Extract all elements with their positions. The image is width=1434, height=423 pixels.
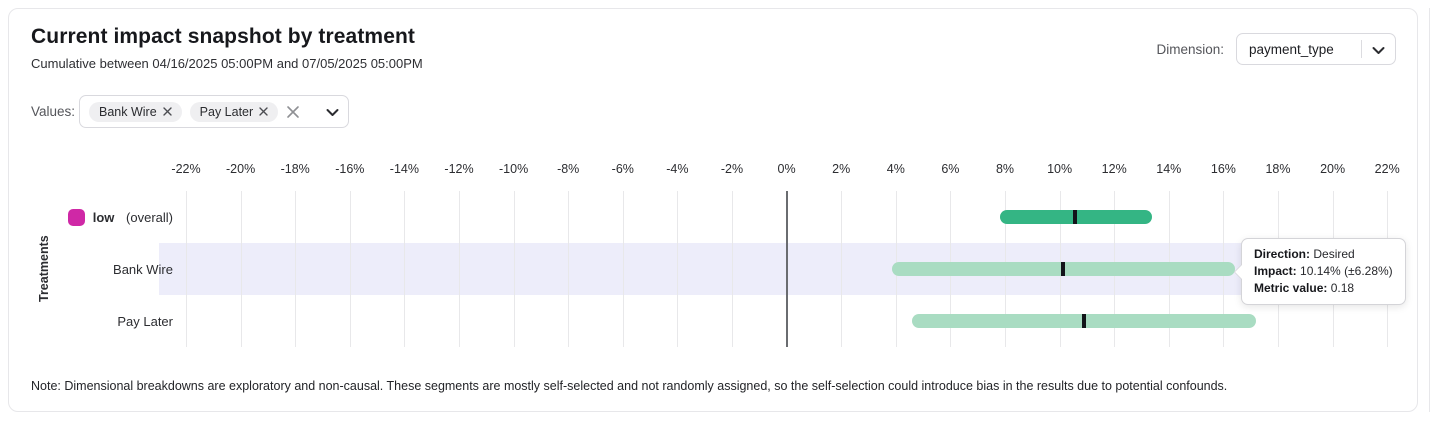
- x-tick-label: -16%: [335, 162, 365, 176]
- impact-point-marker: [1073, 210, 1078, 224]
- dimension-select[interactable]: payment_type: [1236, 33, 1396, 65]
- x-tick-label: -12%: [444, 162, 474, 176]
- x-tick-label: 18%: [1265, 162, 1291, 176]
- gridline: [295, 191, 297, 347]
- chip-label: Pay Later: [199, 104, 254, 119]
- zero-axis-line: [785, 191, 788, 347]
- x-tick-label: -8%: [557, 162, 580, 176]
- row-label-text: Bank Wire: [113, 261, 173, 277]
- x-tick-label: -18%: [280, 162, 310, 176]
- values-label: Values:: [31, 104, 76, 119]
- x-tick-label: 22%: [1374, 162, 1400, 176]
- x-tick-label: 6%: [941, 162, 960, 176]
- x-tick-label: -14%: [389, 162, 419, 176]
- x-tick-label: 16%: [1210, 162, 1236, 176]
- gridline: [622, 191, 624, 347]
- impact-point-marker: [1082, 314, 1087, 328]
- treatment-row-label: Bank Wire: [9, 243, 173, 295]
- gridline: [240, 191, 242, 347]
- x-tick-label: 0%: [777, 162, 796, 176]
- gridline: [186, 191, 187, 347]
- gridline: [677, 191, 679, 347]
- dimension-label: Dimension:: [1156, 42, 1224, 57]
- values-multiselect[interactable]: Bank Wire Pay Later: [79, 95, 349, 128]
- tooltip-metric-row: Metric value: 0.18: [1254, 281, 1355, 295]
- chips-container: Bank Wire Pay Later: [89, 101, 279, 122]
- chevron-down-icon: [1362, 44, 1385, 55]
- x-tick-label: 14%: [1156, 162, 1182, 176]
- chip-remove-icon[interactable]: [162, 107, 172, 116]
- tooltip-direction-row: Direction: Desired: [1254, 247, 1355, 261]
- x-axis-labels: -22% -20% -18% -16% -14% -12% -10% -8% -6% -4% -2%…: [159, 162, 1399, 180]
- x-tick-label: 4%: [886, 162, 905, 176]
- clear-all-icon[interactable]: [286, 105, 300, 119]
- x-tick-label: 2%: [832, 162, 851, 176]
- x-tick-label: -6%: [611, 162, 634, 176]
- treatment-row-label: low (overall): [9, 191, 173, 243]
- gridline: [841, 191, 843, 347]
- page-title: Current impact snapshot by treatment: [31, 25, 415, 48]
- adjacent-panel-edge: [1429, 8, 1434, 412]
- gridline: [404, 191, 406, 347]
- x-tick-label: -22%: [171, 162, 201, 176]
- x-tick-label: -10%: [499, 162, 529, 176]
- gridline: [732, 191, 733, 347]
- x-tick-label: 20%: [1320, 162, 1346, 176]
- filter-chip: Bank Wire: [89, 101, 182, 122]
- x-tick-label: -20%: [226, 162, 256, 176]
- row-label-text: low: [92, 209, 115, 225]
- x-tick-label: -2%: [720, 162, 744, 176]
- row-label-suffix: (overall): [122, 209, 173, 225]
- disclaimer-note: Note: Dimensional breakdowns are explora…: [31, 379, 1228, 393]
- row-label-text: Pay Later: [117, 313, 173, 329]
- x-tick-label: 10%: [1047, 162, 1073, 176]
- legend-swatch: [67, 208, 85, 226]
- filter-chip: Pay Later: [189, 101, 279, 122]
- gridline: [568, 191, 570, 347]
- chip-label: Bank Wire: [99, 104, 157, 119]
- plot-area: [159, 191, 1389, 347]
- treatment-row-label: Pay Later: [9, 295, 173, 347]
- x-tick-label: -4%: [666, 162, 689, 176]
- gridline: [459, 191, 460, 347]
- gridline: [513, 191, 515, 347]
- dimension-selected-value: payment_type: [1249, 41, 1334, 57]
- impact-point-marker: [1061, 262, 1066, 276]
- gridline: [349, 191, 351, 347]
- chip-remove-icon[interactable]: [259, 107, 268, 116]
- tooltip: Direction: Desired Impact: 10.14% (±6.28…: [1234, 238, 1406, 305]
- impact-snapshot-card: Current impact snapshot by treatment Cum…: [8, 8, 1418, 412]
- divider: [1361, 40, 1362, 58]
- x-tick-label: 12%: [1101, 162, 1127, 176]
- tooltip-impact-row: Impact: 10.14% (±6.28%): [1254, 264, 1393, 278]
- x-tick-label: 8%: [995, 162, 1015, 176]
- date-range-subtitle: Cumulative between 04/16/2025 05:00PM an…: [31, 56, 423, 71]
- chevron-down-icon[interactable]: [316, 106, 339, 117]
